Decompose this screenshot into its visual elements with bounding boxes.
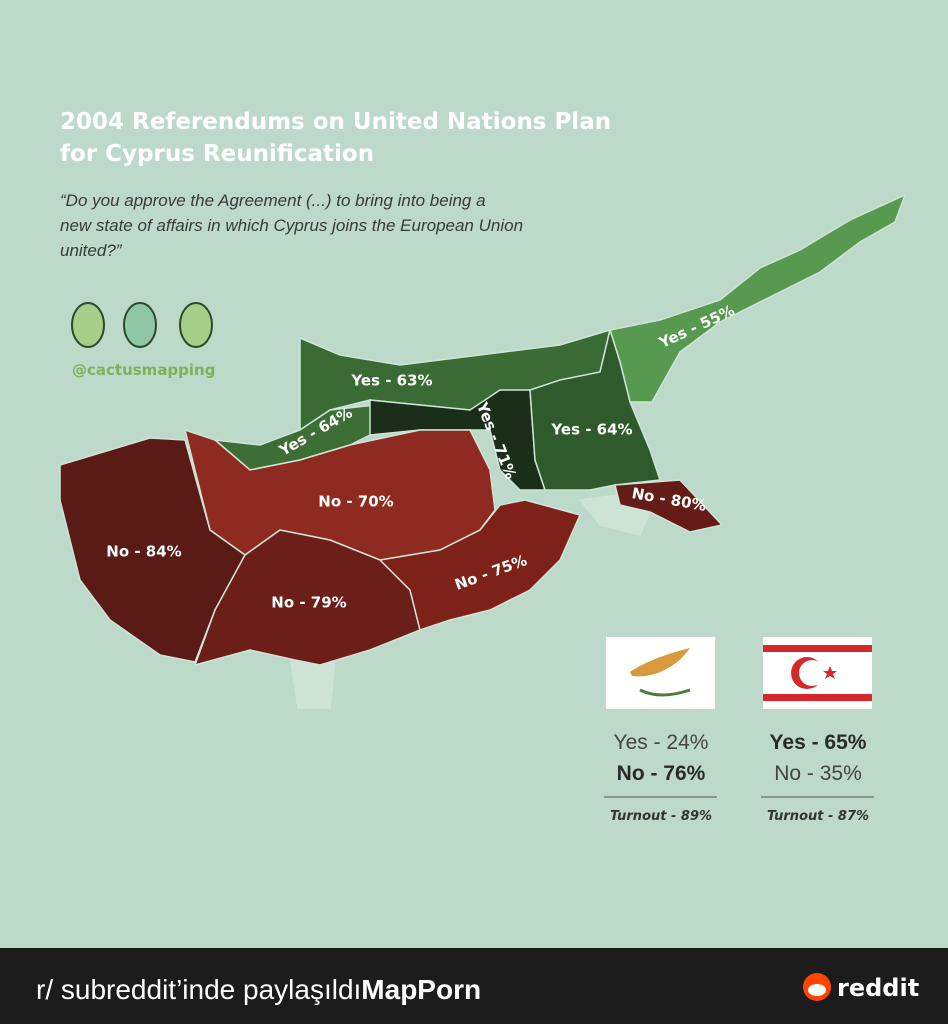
reddit-icon-face xyxy=(808,984,826,996)
region-label: Yes - 63% xyxy=(350,372,432,390)
region-label: No - 79% xyxy=(271,594,346,612)
footer-subreddit[interactable]: MapPorn xyxy=(361,974,481,1005)
footer-text: r/ subreddit’inde paylaşıldıMapPorn xyxy=(36,974,481,1005)
flag-cyprus xyxy=(606,637,715,709)
region-limassol xyxy=(193,529,421,667)
footer-prefix: r/ subreddit’inde paylaşıldı xyxy=(36,974,361,1005)
turnout: Turnout - 89% xyxy=(610,809,712,824)
region-label: Yes - 64% xyxy=(550,421,632,439)
title-line: 2004 Referendums on United Nations Plan xyxy=(60,109,611,135)
title-line: for Cyprus Reunification xyxy=(60,141,374,167)
footer-bar xyxy=(0,948,948,1024)
region-north-famagusta xyxy=(529,327,662,491)
result-no: No - 76% xyxy=(617,762,706,785)
result-no: No - 35% xyxy=(774,762,862,785)
region-label: No - 84% xyxy=(106,543,181,561)
question-line: new state of affairs in which Cyprus joi… xyxy=(60,216,523,235)
turnout: Turnout - 87% xyxy=(767,809,869,824)
region-label: No - 70% xyxy=(318,493,393,511)
result-yes: Yes - 65% xyxy=(770,731,867,754)
credit: @cactusmapping xyxy=(72,361,215,379)
question-line: “Do you approve the Agreement (...) to b… xyxy=(60,191,486,210)
result-yes: Yes - 24% xyxy=(614,731,709,754)
region-larnaca xyxy=(378,499,582,631)
reddit-brand[interactable]: reddit xyxy=(837,974,919,1002)
cactus-logo xyxy=(71,302,213,348)
island xyxy=(59,193,907,709)
region-karpas xyxy=(609,193,907,403)
region-famagusta xyxy=(614,479,724,533)
question-line: united?” xyxy=(60,241,123,260)
flag-trnc xyxy=(763,637,872,709)
